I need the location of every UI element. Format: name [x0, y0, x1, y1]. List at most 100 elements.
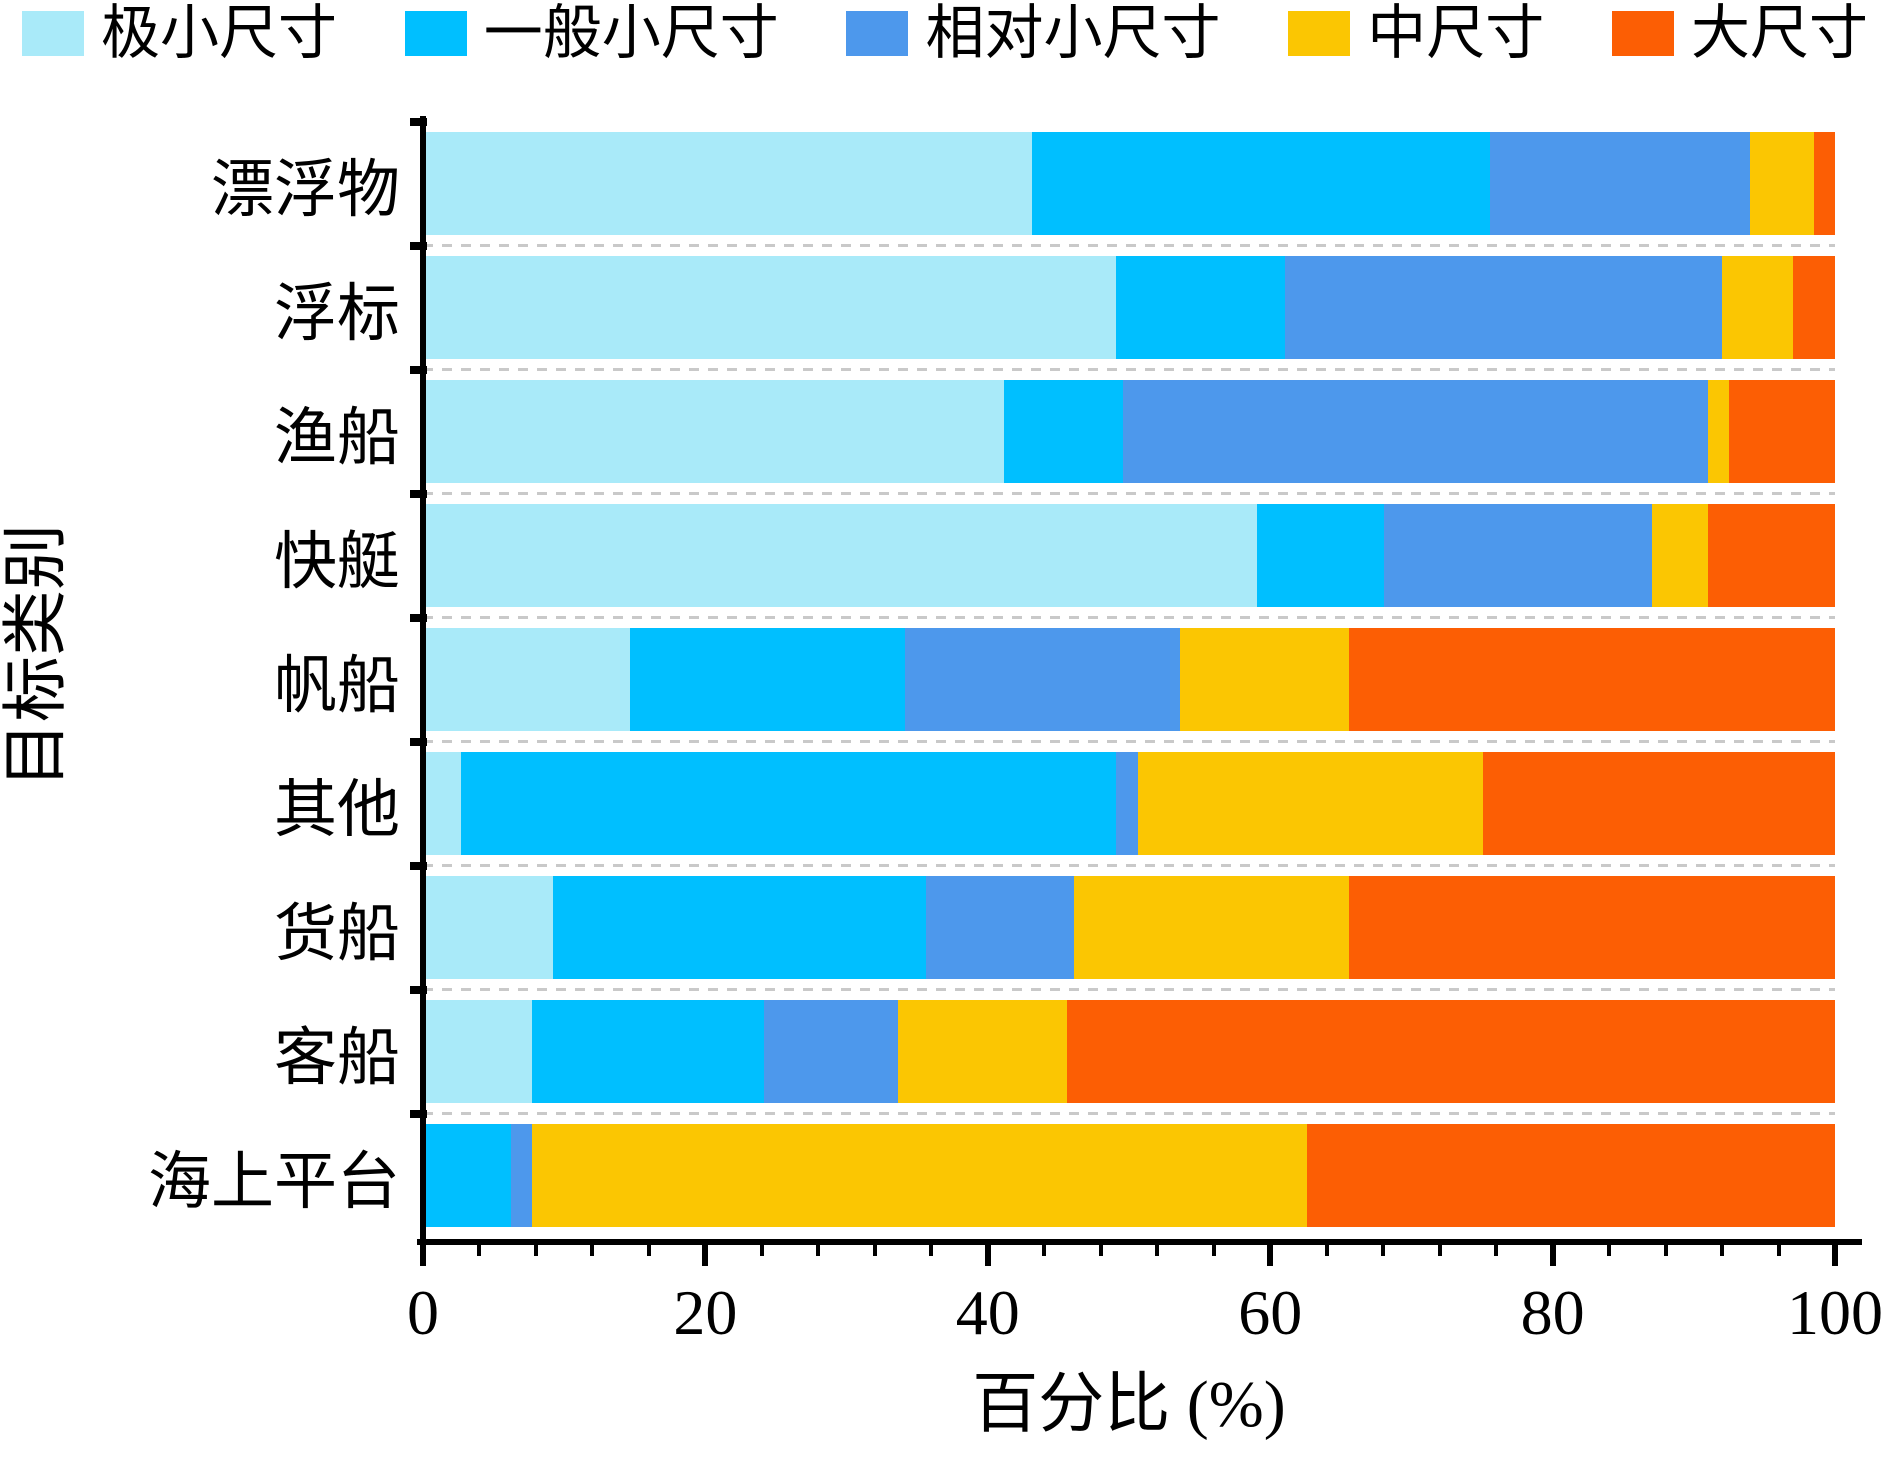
- legend-label: 一般小尺寸: [483, 0, 779, 66]
- x-minor-tick: [929, 1245, 934, 1256]
- y-tick: [410, 366, 427, 374]
- legend-item: 相对小尺寸: [846, 4, 1220, 63]
- y-category-label: 其他: [274, 774, 400, 845]
- bar-segment: [1074, 876, 1349, 979]
- stacked-bar: [426, 256, 1835, 359]
- legend-label: 中尺寸: [1367, 0, 1545, 66]
- x-axis-title: 百分比 (%): [972, 1368, 1286, 1441]
- bar-segment: [1116, 256, 1286, 359]
- bar-segment: [1651, 504, 1709, 607]
- bar-segment: [1031, 132, 1490, 235]
- bar-segment: [905, 628, 1180, 731]
- row-separator: [423, 492, 1835, 495]
- x-minor-tick: [759, 1245, 764, 1256]
- bar-segment: [926, 876, 1075, 979]
- y-category-label: 漂浮物: [211, 154, 400, 225]
- x-minor-tick: [1211, 1245, 1216, 1256]
- x-tick-label: 0: [407, 1277, 439, 1348]
- legend-label: 大尺寸: [1690, 0, 1868, 66]
- bar-segment: [426, 132, 1032, 235]
- x-minor-tick: [872, 1245, 877, 1256]
- y-category-label: 客船: [274, 1022, 400, 1093]
- bar-segment: [1348, 628, 1835, 731]
- x-minor-tick: [1776, 1245, 1781, 1256]
- x-minor-tick: [1607, 1245, 1612, 1256]
- y-category-label: 帆船: [274, 650, 400, 721]
- bar-segment: [1123, 380, 1709, 483]
- bar-segment: [426, 1000, 532, 1103]
- row-separator: [423, 368, 1835, 371]
- x-minor-tick: [1098, 1245, 1103, 1256]
- legend-swatch: [1611, 11, 1674, 56]
- x-tick-label: 100: [1787, 1277, 1883, 1348]
- x-minor-tick: [816, 1245, 821, 1256]
- bar-segment: [1792, 256, 1835, 359]
- bar-segment: [630, 628, 906, 731]
- stacked-bar: [426, 1000, 1835, 1103]
- x-minor-tick: [1494, 1245, 1499, 1256]
- x-minor-tick: [590, 1245, 595, 1256]
- stacked-bar: [426, 1124, 1835, 1227]
- x-major-tick: [702, 1245, 709, 1266]
- x-axis-line: [417, 1239, 1862, 1245]
- x-minor-tick: [1663, 1245, 1668, 1256]
- legend-item: 极小尺寸: [22, 4, 337, 63]
- bar-segment: [426, 380, 1004, 483]
- bar-segment: [1257, 504, 1385, 607]
- bar-segment: [1179, 628, 1349, 731]
- bar-segment: [1067, 1000, 1835, 1103]
- y-category-label: 快艇: [274, 526, 400, 597]
- bar-segment: [426, 628, 631, 731]
- y-category-label: 渔船: [274, 402, 400, 473]
- bar-segment: [1708, 380, 1730, 483]
- x-major-tick: [1267, 1245, 1274, 1266]
- y-tick: [410, 118, 427, 126]
- y-category-label: 海上平台: [148, 1146, 400, 1217]
- legend: 极小尺寸 一般小尺寸 相对小尺寸 中尺寸 大尺寸: [0, 4, 1890, 63]
- y-tick: [410, 862, 427, 870]
- legend-item: 中尺寸: [1288, 4, 1544, 63]
- x-minor-tick: [1720, 1245, 1725, 1256]
- row-separator: [423, 988, 1835, 991]
- x-tick-label: 20: [673, 1277, 738, 1348]
- y-category-label: 浮标: [274, 278, 400, 349]
- bar-segment: [426, 504, 1258, 607]
- bar-segment: [1348, 876, 1835, 979]
- legend-swatch: [1288, 11, 1351, 56]
- x-major-tick: [420, 1245, 426, 1266]
- y-tick: [410, 986, 427, 994]
- y-tick: [410, 242, 427, 250]
- legend-label: 极小尺寸: [101, 0, 338, 66]
- x-tick-label: 60: [1238, 1277, 1303, 1348]
- bar-segment: [764, 1000, 898, 1103]
- stacked-bar: [426, 876, 1835, 979]
- bar-segment: [426, 752, 462, 855]
- x-tick-label: 40: [955, 1277, 1020, 1348]
- bar-segment: [1722, 256, 1793, 359]
- bar-segment: [898, 1000, 1068, 1103]
- bar-segment: [1708, 504, 1835, 607]
- stacked-bar: [426, 380, 1835, 483]
- row-separator: [423, 244, 1835, 247]
- bar-segment: [1285, 256, 1723, 359]
- bar-segment: [1003, 380, 1124, 483]
- legend-swatch: [404, 11, 467, 56]
- y-tick: [410, 614, 427, 622]
- x-minor-tick: [477, 1245, 482, 1256]
- y-tick: [410, 490, 427, 498]
- legend-item: 一般小尺寸: [404, 0, 779, 66]
- bar-segment: [426, 1124, 511, 1227]
- row-separator: [423, 616, 1835, 619]
- x-minor-tick: [1381, 1245, 1386, 1256]
- bar-segment: [1116, 752, 1138, 855]
- x-major-tick: [1832, 1245, 1838, 1266]
- bar-segment: [1384, 504, 1652, 607]
- y-axis-title: 目标类别: [0, 524, 73, 788]
- x-minor-tick: [533, 1245, 538, 1256]
- stacked-bar: [426, 504, 1835, 607]
- x-minor-tick: [1324, 1245, 1329, 1256]
- bar-segment: [1750, 132, 1814, 235]
- y-axis-line: [420, 116, 426, 1265]
- bar-segment: [426, 256, 1117, 359]
- x-minor-tick: [1042, 1245, 1047, 1256]
